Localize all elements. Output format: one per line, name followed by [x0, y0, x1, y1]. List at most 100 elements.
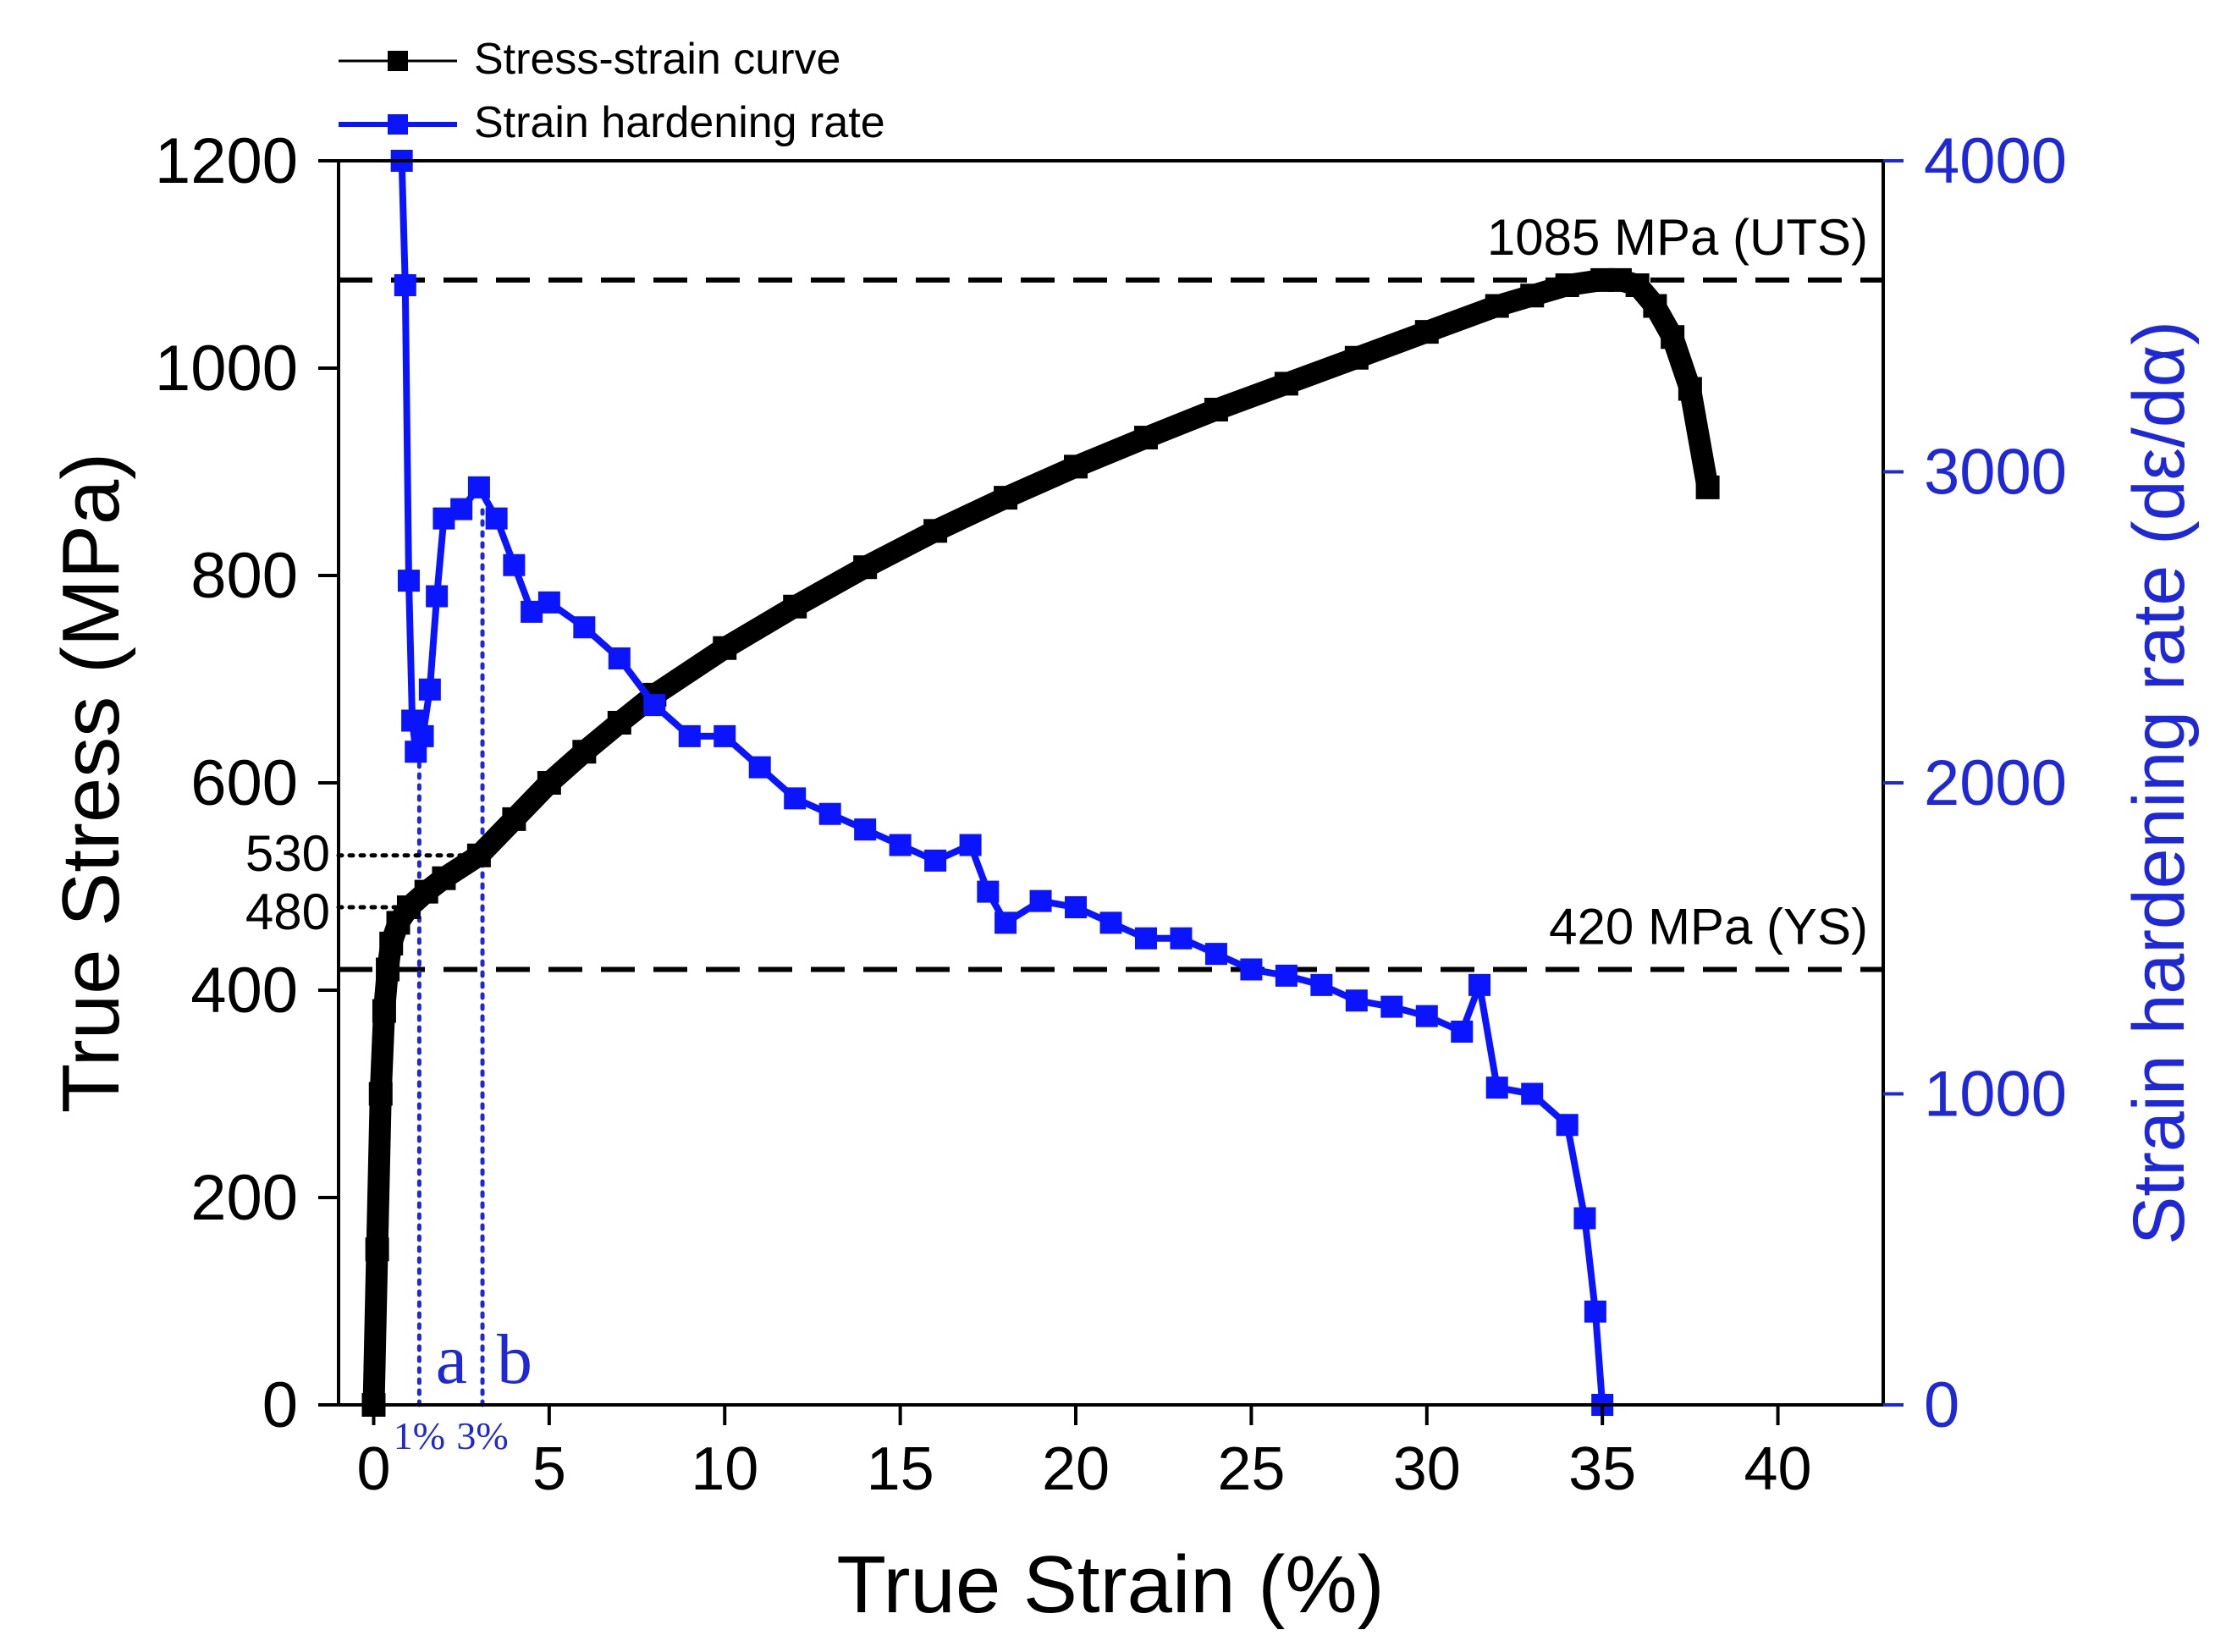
y2-tick-label-3: 3000: [1924, 437, 2067, 509]
x-axis-label: True Strain (%): [836, 1539, 1384, 1630]
marker-y-label-1: 530: [245, 825, 330, 882]
hardening-point-47: [1584, 1300, 1606, 1323]
stress-point-35: [1678, 377, 1702, 401]
hardening-point-1: [394, 274, 416, 296]
y-tick-label-5: 1000: [155, 333, 298, 405]
stress-point-3: [372, 999, 396, 1023]
hardening-point-41: [1451, 1021, 1474, 1043]
hardening-point-45: [1556, 1114, 1579, 1137]
stress-strain-series: [361, 267, 1720, 1417]
hardening-point-18: [678, 724, 701, 747]
hardening-point-27: [977, 880, 1000, 903]
stress-point-10: [466, 843, 491, 867]
legend-label-hardening: Strain hardening rate: [474, 98, 885, 147]
stress-point-17: [783, 594, 807, 619]
marker-letter-0: a: [436, 1320, 467, 1399]
stress-point-21: [1064, 454, 1088, 479]
hardening-point-15: [573, 616, 596, 639]
hardening-point-6: [418, 678, 441, 701]
y2-tick-label-0: 0: [1924, 1369, 1959, 1441]
y-axis-ticks: 0 200 400 600 800 1000 1200: [155, 125, 339, 1441]
stress-point-11: [502, 807, 526, 831]
x-tick-label-0: 0: [356, 1435, 390, 1503]
hardening-point-37: [1310, 973, 1333, 996]
stress-point-23: [1204, 398, 1228, 421]
x-axis-ticks: 0 5 10 15 20 25 30 35 40: [356, 1405, 1812, 1503]
legend-marker-hardening: [388, 114, 408, 135]
stress-point-25: [1344, 345, 1369, 370]
hardening-point-12: [503, 553, 526, 576]
x-tick-label-5: 25: [1217, 1435, 1285, 1503]
stress-point-33: [1643, 294, 1667, 318]
annotations: 1085 MPa (UTS) 420 MPa (YS) 480 a 1% 530 b 3%: [245, 209, 1868, 1457]
hardening-point-28: [995, 911, 1017, 934]
stress-point-36: [1695, 475, 1720, 499]
hardening-point-34: [1204, 943, 1227, 966]
hardening-point-38: [1345, 989, 1368, 1012]
x-tick-label-2: 10: [691, 1435, 758, 1503]
hardening-point-24: [889, 834, 912, 856]
hardening-point-14: [537, 591, 560, 614]
stress-point-29: [1555, 273, 1579, 297]
hardening-point-40: [1415, 1005, 1438, 1027]
stress-point-2: [368, 1082, 393, 1106]
stress-point-9: [432, 866, 456, 890]
hardening-point-44: [1521, 1082, 1544, 1105]
x-tick-label-4: 20: [1042, 1435, 1110, 1503]
stress-point-4: [376, 957, 400, 982]
hardening-point-30: [1065, 896, 1088, 918]
hardening-rate-series: [390, 150, 1614, 1416]
hardening-point-9: [450, 498, 473, 520]
stress-point-5: [379, 931, 404, 955]
stress-strain-line: [362, 268, 1719, 1406]
hardening-point-20: [748, 756, 771, 779]
legend-marker-stress: [388, 51, 408, 71]
y2-axis-ticks: 0 1000 2000 3000 4000: [1883, 125, 2067, 1441]
hardening-point-43: [1485, 1077, 1508, 1099]
stress-point-18: [853, 555, 878, 580]
plot-frame: [337, 159, 1885, 1407]
stress-point-32: [1625, 273, 1650, 297]
hardening-point-31: [1099, 911, 1122, 934]
hardening-point-5: [411, 724, 434, 747]
hardening-point-16: [608, 647, 631, 669]
hardening-point-46: [1573, 1207, 1596, 1230]
hardening-point-22: [818, 802, 841, 825]
y2-axis-label: Strain hardening rate (dε/dα): [2119, 321, 2200, 1245]
stress-point-1: [365, 1237, 389, 1262]
y-tick-label-1: 200: [190, 1162, 298, 1234]
hardening-point-25: [924, 849, 947, 872]
reference-label-1: 420 MPa (YS): [1549, 899, 1868, 955]
marker-letter-1: b: [497, 1320, 532, 1399]
x-tick-label-8: 40: [1744, 1435, 1812, 1503]
stress-point-14: [607, 710, 631, 735]
hardening-point-42: [1468, 973, 1491, 996]
hardening-rate-line: [398, 160, 1606, 1406]
y-axis-label: True Stress (MPa): [46, 453, 136, 1114]
y-tick-label-3: 600: [190, 747, 298, 819]
hardening-point-17: [643, 694, 666, 717]
stress-point-34: [1661, 325, 1685, 350]
y-tick-label-0: 0: [262, 1369, 298, 1441]
stress-point-13: [572, 740, 597, 764]
hardening-point-19: [714, 724, 736, 747]
hardening-point-39: [1380, 995, 1403, 1018]
hardening-point-26: [959, 834, 982, 856]
x-tick-label-6: 30: [1393, 1435, 1461, 1503]
stress-point-26: [1414, 320, 1439, 344]
reference-label-0: 1085 MPa (UTS): [1487, 209, 1868, 266]
hardening-point-29: [1029, 889, 1052, 912]
hardening-point-10: [467, 476, 490, 498]
stress-point-28: [1520, 284, 1545, 308]
stress-point-12: [537, 771, 561, 795]
y2-tick-label-2: 2000: [1924, 747, 2067, 819]
marker-y-label-0: 480: [245, 884, 330, 940]
stress-point-22: [1133, 426, 1158, 450]
y-tick-label-6: 1200: [155, 125, 298, 197]
hardening-point-36: [1275, 964, 1298, 987]
stress-point-16: [713, 636, 737, 660]
y2-tick-label-4: 4000: [1924, 125, 2067, 197]
legend: Stress-strain curve Strain hardening rat…: [339, 35, 885, 147]
stress-point-19: [923, 519, 948, 543]
